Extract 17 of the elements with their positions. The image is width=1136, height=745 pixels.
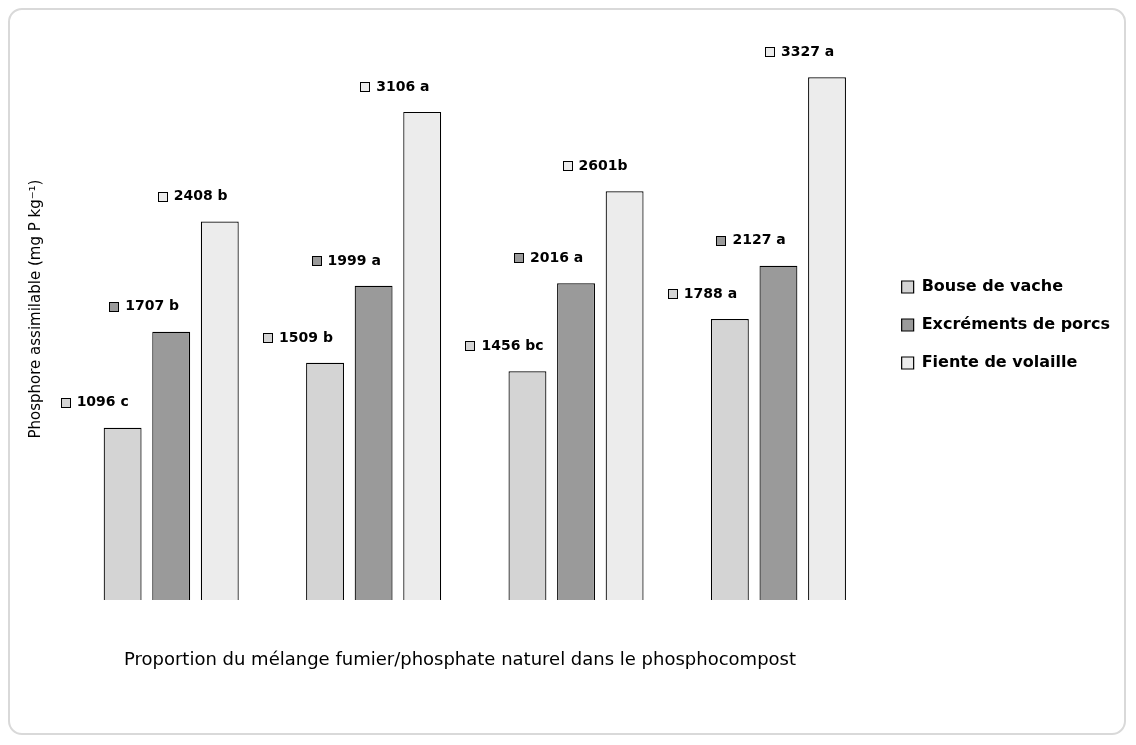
data-label: 1509 b xyxy=(279,328,333,345)
legend-label: Excréments de porcs xyxy=(921,314,1111,334)
y-axis-title: Phosphore assimilable (mg P kg⁻¹) xyxy=(26,178,44,441)
data-label: 1788 a xyxy=(683,284,738,301)
data-label: 1456 bc xyxy=(481,336,544,353)
data-label: 1707 b xyxy=(125,297,180,314)
legend-label: Fiente de volaille xyxy=(921,352,1078,372)
data-label: 1999 a xyxy=(327,251,381,268)
x-axis-title: Proportion du mélange fumier/phosphate naturel dans le phosphocompost xyxy=(122,648,797,669)
legend-label: Bouse de vache xyxy=(921,276,1064,296)
data-label: 2601b xyxy=(578,156,628,173)
data-label: 3106 a xyxy=(376,77,430,94)
data-label: 2016 a xyxy=(530,248,584,265)
data-label: 2408 b xyxy=(173,187,228,204)
data-label: 1096 c xyxy=(76,393,129,410)
data-label: 2127 a xyxy=(732,231,786,248)
data-label: 3327 a xyxy=(781,42,835,59)
